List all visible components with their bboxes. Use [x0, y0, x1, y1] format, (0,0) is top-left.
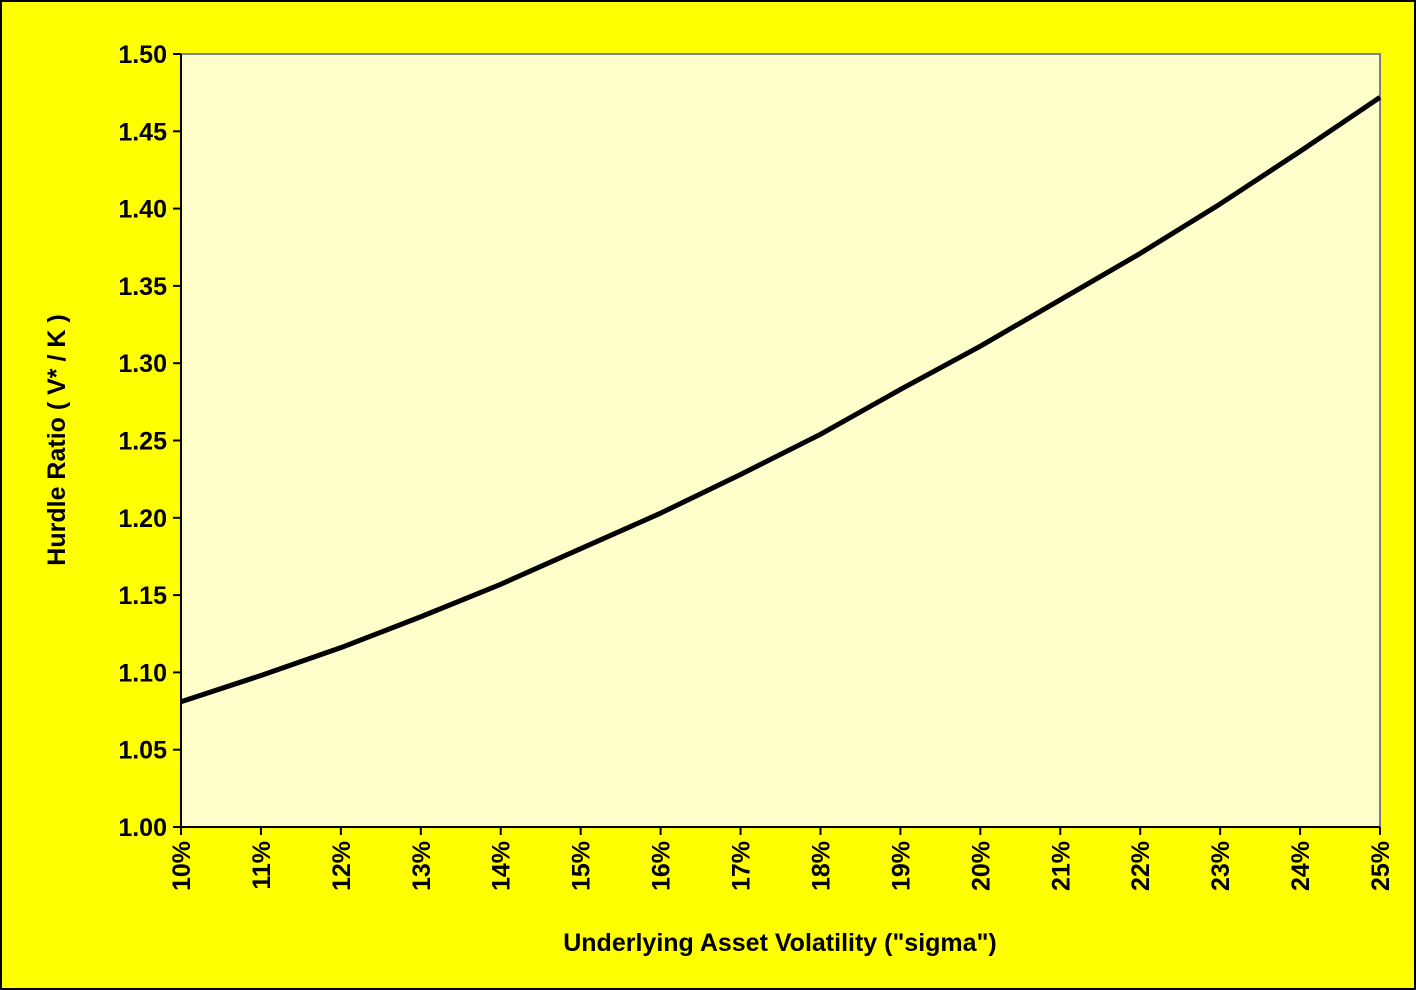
x-tick-label: 13%: [408, 841, 436, 891]
x-tick-label: 12%: [328, 841, 356, 891]
x-tick-label: 10%: [168, 841, 196, 891]
y-tick-label: 1.35: [118, 273, 167, 301]
y-axis-title: Hurdle Ratio ( V* / K ): [43, 314, 71, 565]
plot-area: [180, 53, 1381, 828]
data-line: [180, 95, 1382, 705]
y-tick-label: 1.50: [118, 41, 167, 69]
x-tick-label: 11%: [248, 841, 276, 890]
x-tick-label: 25%: [1367, 841, 1395, 891]
x-tick-label: 16%: [648, 841, 676, 891]
x-tick-label: 22%: [1127, 841, 1155, 891]
x-tick-label: 14%: [488, 841, 516, 891]
y-tick-label: 1.15: [118, 582, 167, 610]
x-tick-label: 19%: [887, 841, 915, 891]
y-tick-label: 1.45: [118, 118, 167, 146]
y-tick-label: 1.30: [118, 350, 167, 378]
y-tick-label: 1.05: [118, 737, 167, 765]
y-tick-label: 1.00: [118, 814, 167, 842]
x-tick-label: 18%: [807, 841, 835, 891]
x-tick-label: 23%: [1207, 841, 1235, 891]
x-tick-label: 17%: [728, 841, 756, 891]
x-tick-label: 15%: [568, 841, 596, 891]
x-tick-label: 21%: [1047, 841, 1075, 891]
y-tick-label: 1.10: [118, 659, 167, 687]
x-axis-title: Underlying Asset Volatility ("sigma"): [563, 929, 997, 957]
y-tick-label: 1.25: [118, 428, 167, 456]
y-tick-label: 1.40: [118, 196, 167, 224]
y-tick-label: 1.20: [118, 505, 167, 533]
x-tick-label: 24%: [1287, 841, 1315, 891]
x-tick-label: 20%: [967, 841, 995, 891]
